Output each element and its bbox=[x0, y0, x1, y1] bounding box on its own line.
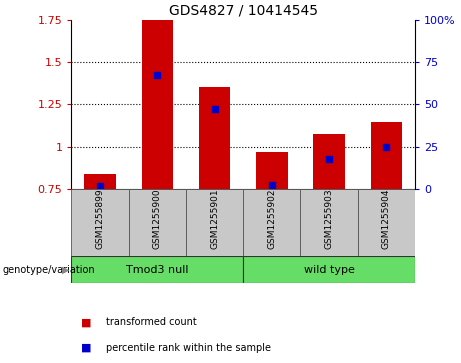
Bar bbox=[142, 0, 173, 189]
Text: percentile rank within the sample: percentile rank within the sample bbox=[106, 343, 271, 353]
Point bbox=[325, 156, 333, 162]
Bar bbox=[84, 174, 116, 189]
Bar bbox=[71, 189, 129, 256]
Bar bbox=[129, 189, 186, 256]
Text: GSM1255901: GSM1255901 bbox=[210, 189, 219, 249]
Title: GDS4827 / 10414545: GDS4827 / 10414545 bbox=[169, 3, 318, 17]
Text: ▶: ▶ bbox=[62, 265, 69, 274]
Point bbox=[96, 183, 104, 189]
Text: GSM1255899: GSM1255899 bbox=[95, 189, 105, 249]
Bar bbox=[313, 134, 345, 189]
Text: Tmod3 null: Tmod3 null bbox=[126, 265, 189, 274]
Text: GSM1255903: GSM1255903 bbox=[325, 189, 334, 249]
Text: genotype/variation: genotype/variation bbox=[2, 265, 95, 274]
Point bbox=[268, 182, 276, 187]
Bar bbox=[71, 256, 243, 283]
Bar bbox=[243, 256, 415, 283]
Text: GSM1255904: GSM1255904 bbox=[382, 189, 391, 249]
Bar bbox=[256, 152, 288, 189]
Bar bbox=[243, 189, 301, 256]
Text: GSM1255900: GSM1255900 bbox=[153, 189, 162, 249]
Text: transformed count: transformed count bbox=[106, 318, 197, 327]
Bar bbox=[358, 189, 415, 256]
Point bbox=[211, 106, 218, 111]
Text: wild type: wild type bbox=[304, 265, 355, 274]
Text: GSM1255902: GSM1255902 bbox=[267, 189, 276, 249]
Bar bbox=[186, 189, 243, 256]
Bar bbox=[301, 189, 358, 256]
Bar bbox=[199, 87, 230, 189]
Point bbox=[383, 144, 390, 150]
Bar bbox=[371, 122, 402, 189]
Text: ■: ■ bbox=[81, 318, 91, 327]
Text: ■: ■ bbox=[81, 343, 91, 353]
Point bbox=[154, 72, 161, 78]
